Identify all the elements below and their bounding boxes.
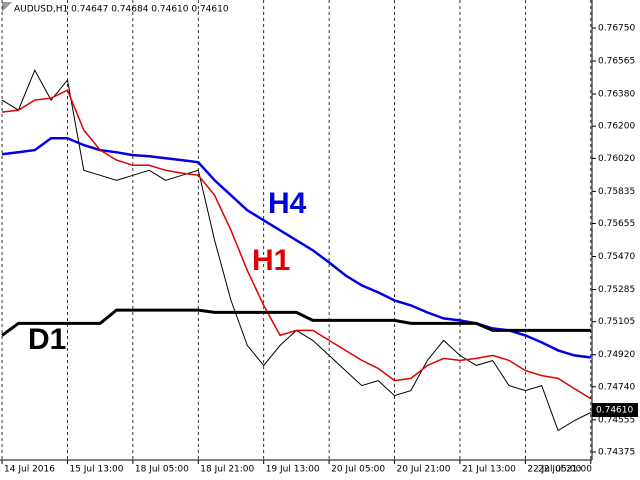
series-line — [1, 308, 591, 337]
last-price-label: 0.74610 — [596, 406, 633, 416]
series-label: H1 — [252, 244, 290, 277]
series-label: D1 — [28, 323, 66, 356]
series-line — [1, 89, 592, 400]
x-tick-label: 22 Jul 05:00 — [527, 465, 581, 475]
chart-title: AUDUSD,H1 0.74647 0.74684 0.74610 0.7461… — [14, 5, 229, 15]
x-tick-label: 18 Jul 05:00 — [135, 465, 189, 475]
y-tick-label: 0.75655 — [598, 219, 635, 229]
y-tick-label: 0.75835 — [598, 187, 635, 197]
y-tick-label: 0.75285 — [598, 285, 635, 295]
y-tick-label: 0.74555 — [598, 415, 635, 425]
y-tick-label: 0.74920 — [598, 350, 635, 360]
y-tick-label: 0.76380 — [598, 90, 635, 100]
y-tick-label: 0.74375 — [598, 447, 635, 457]
y-tick-label: 0.76200 — [598, 122, 635, 132]
x-tick-label: 15 Jul 13:00 — [69, 465, 123, 475]
corner-marker — [2, 2, 12, 12]
x-tick-label: 21 Jul 13:00 — [462, 465, 516, 475]
series-label: H4 — [268, 187, 307, 220]
y-tick-label: 0.76565 — [598, 57, 635, 67]
x-tick-label: 20 Jul 05:00 — [331, 465, 385, 475]
x-tick-label: 19 Jul 13:00 — [266, 465, 320, 475]
y-tick-label: 0.74740 — [598, 382, 635, 392]
y-tick-label: 0.75105 — [598, 317, 635, 327]
x-tick-label: 22 Jul 21:00 — [538, 465, 592, 475]
x-tick-label: 14 Jul 2016 — [4, 465, 55, 475]
y-tick-label: 0.76020 — [598, 154, 635, 164]
y-tick-label: 0.76750 — [598, 24, 635, 34]
last-price-box — [592, 403, 638, 418]
y-tick-label: 0.75470 — [598, 252, 635, 262]
x-tick-label: 20 Jul 21:00 — [397, 465, 451, 475]
x-tick-label: 18 Jul 21:00 — [200, 465, 254, 475]
